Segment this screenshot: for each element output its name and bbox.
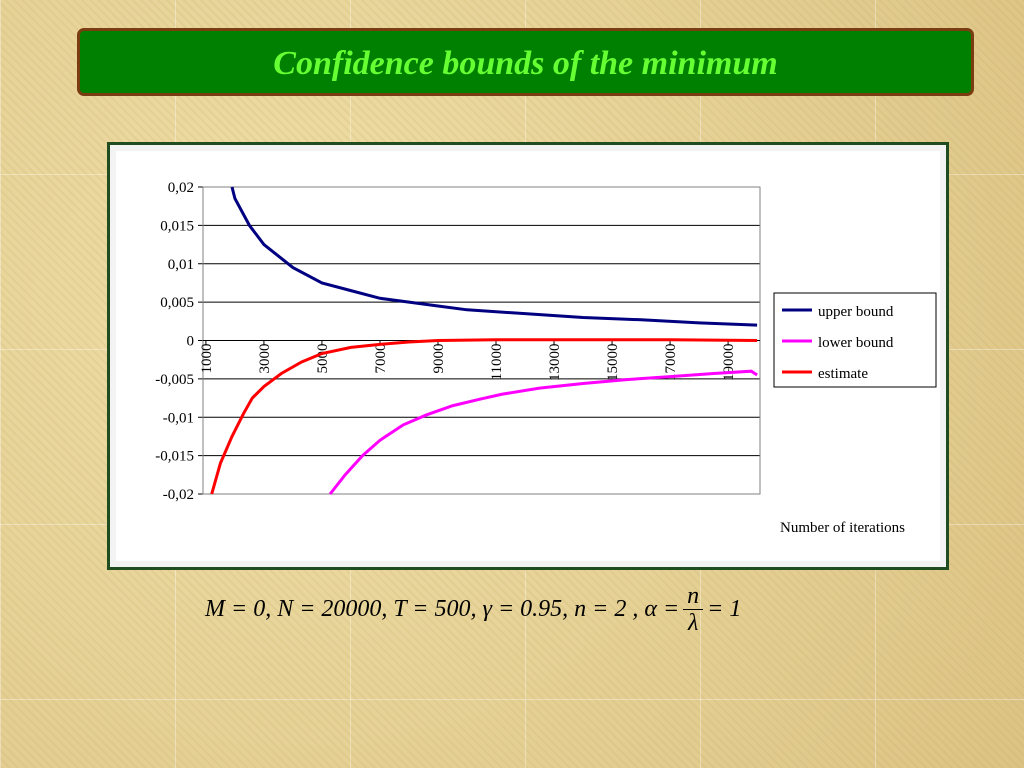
x-tick-label: 19000: [721, 344, 737, 382]
numerator: n: [683, 583, 704, 610]
y-tick-label: 0: [187, 334, 195, 350]
fraction: n λ: [683, 583, 704, 636]
x-axis-label: Number of iterations: [780, 520, 905, 536]
series-line: [210, 338, 758, 495]
x-tick-label: 15000: [605, 344, 621, 382]
x-tick-label: 13000: [547, 344, 563, 382]
y-tick-label: -0,02: [163, 487, 194, 503]
x-tick-label: 11000: [489, 344, 505, 381]
chart-frame: -0,02 -0,015 -0,01 -0,005 0 0,005 0,01 0,015 0,0…: [107, 142, 949, 570]
legend-label: estimate: [818, 366, 868, 382]
legend-label: lower bound: [818, 335, 894, 351]
x-tick-label: 5000: [315, 344, 331, 374]
y-tick-label: 0,015: [160, 218, 194, 234]
x-tick-label: 9000: [431, 344, 447, 374]
title: Confidence bounds of the minimum: [273, 45, 778, 82]
y-tick-label: -0,01: [163, 410, 194, 426]
x-tick-label: 1000: [199, 344, 215, 374]
chart: -0,02 -0,015 -0,01 -0,005 0 0,005 0,01 0,015 0,0…: [116, 151, 940, 561]
y-tick-label: -0,015: [155, 449, 194, 465]
formula-text: M = 0, N = 20000, T = 500, γ = 0.95, n =…: [205, 595, 680, 622]
legend-label: upper bound: [818, 304, 894, 320]
series-line: [328, 369, 758, 495]
title-box: Confidence bounds of the minimum: [77, 28, 974, 96]
formula: M = 0, N = 20000, T = 500, γ = 0.95, n =…: [205, 578, 741, 640]
series-line: [230, 186, 758, 327]
y-tick-label: 0,02: [168, 180, 194, 196]
x-tick-label: 7000: [373, 344, 389, 374]
y-tick-label: 0,01: [168, 257, 194, 273]
x-tick-label: 17000: [663, 344, 679, 382]
y-tick-label: -0,005: [155, 372, 194, 388]
formula-tail: = 1: [707, 595, 742, 622]
y-tick-label: 0,005: [160, 295, 194, 311]
denominator: λ: [687, 609, 699, 636]
x-tick-label: 3000: [257, 344, 273, 374]
